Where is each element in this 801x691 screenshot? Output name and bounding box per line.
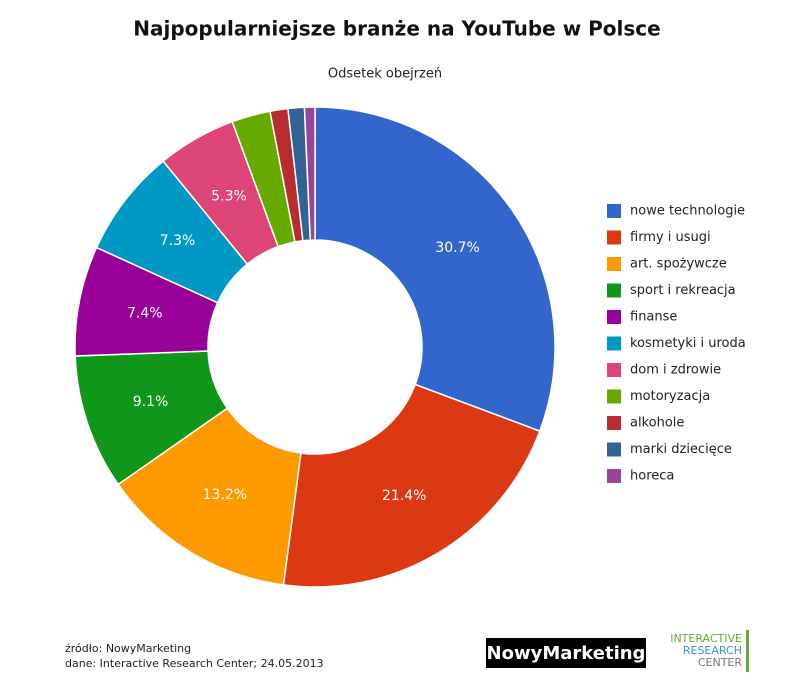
legend-label: sport i rekreacja (630, 283, 736, 298)
slice (117, 407, 302, 586)
legend-swatch (607, 336, 621, 351)
legend-swatch (607, 310, 621, 324)
value-label: 21.4% (382, 488, 426, 504)
value-label: 30.7% (435, 240, 479, 256)
legend-label: alkohole (630, 416, 684, 431)
source-note: źródło: NowyMarketing (65, 642, 191, 655)
logo-box (486, 638, 646, 668)
data-note: dane: Interactive Research Center; 24.05… (65, 657, 324, 670)
logo2-line: INTERACTIVE (670, 632, 742, 645)
legend-label: horeca (630, 469, 674, 484)
slice (282, 383, 541, 588)
value-label: 13.2% (203, 487, 247, 503)
logo: NowyMarketing (487, 643, 646, 664)
legend-swatch (607, 363, 621, 377)
legend-swatch (607, 442, 621, 457)
logo2-line: CENTER (698, 656, 743, 669)
logo2-bar (746, 630, 749, 672)
legend-swatch (607, 469, 621, 483)
slice (314, 106, 556, 433)
legend-swatch (607, 283, 621, 298)
legend-swatch (607, 416, 621, 430)
chart-subtitle: Odsetek obejrzeń (328, 67, 442, 82)
value-label: 7.3% (160, 233, 196, 249)
legend-swatch (607, 230, 621, 245)
legend-swatch (607, 257, 621, 271)
legend-swatch (607, 204, 621, 218)
legend-label: art. spożywcze (630, 257, 727, 272)
legend-label: nowe technologie (630, 204, 745, 219)
legend-swatch (607, 389, 621, 404)
chart-title: Najpopularniejsze branże na YouTube w Po… (133, 17, 660, 41)
value-label: 9.1% (133, 394, 169, 410)
value-label: 5.3% (211, 188, 247, 204)
legend-label: finanse (630, 310, 677, 325)
slice (303, 106, 316, 241)
logo2-line: RESEARCH (683, 644, 742, 657)
legend-label: dom i zdrowie (630, 363, 721, 378)
legend-label: kosmetyki i uroda (630, 336, 746, 351)
legend-label: firmy i usugi (630, 230, 711, 245)
value-label: 7.4% (127, 305, 163, 321)
legend-label: motoryzacja (630, 389, 710, 404)
legend-label: marki dziecięce (630, 442, 732, 457)
